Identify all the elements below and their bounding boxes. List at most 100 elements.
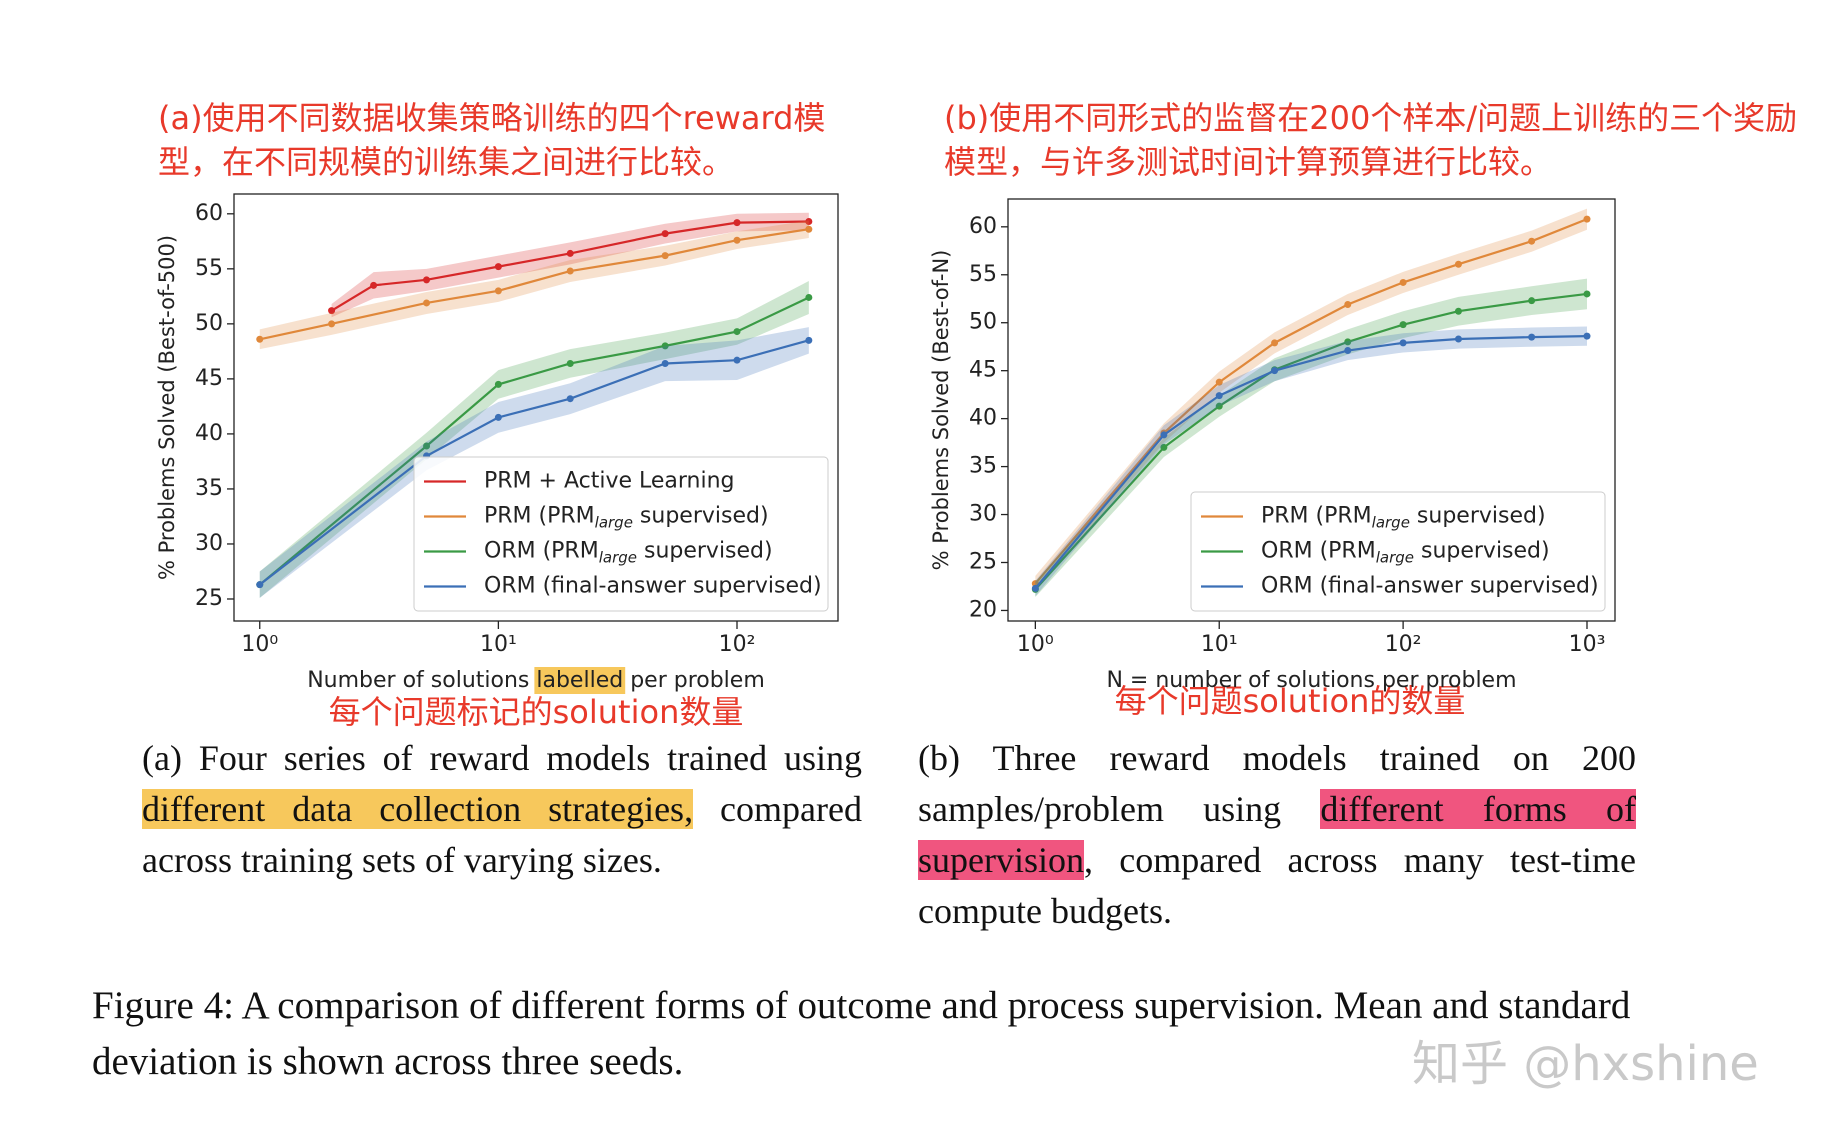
x-axis-label-part: per problem xyxy=(623,668,765,693)
data-point xyxy=(1528,333,1536,341)
x-tick-label: 10¹ xyxy=(480,632,517,657)
legend-label-part: large xyxy=(1376,548,1414,566)
y-axis-label: % Problems Solved (Best-of-500) xyxy=(155,235,179,580)
caption-text: (a) Four series of reward models trained… xyxy=(142,738,862,778)
legend xyxy=(1190,491,1606,612)
data-point xyxy=(1583,332,1591,340)
y-tick-label: 55 xyxy=(969,262,997,287)
legend-label: ORM (PRMlarge supervised) xyxy=(484,539,773,567)
annotation: (b)使用不同形式的监督在200个样本/问题上训练的三个奖励模型，与许多测试时间… xyxy=(944,99,1798,181)
data-point xyxy=(661,342,669,350)
y-tick-label: 55 xyxy=(195,256,223,281)
data-point xyxy=(423,442,431,450)
data-point xyxy=(661,252,669,260)
data-point xyxy=(1215,392,1223,400)
legend-label-part: PRM (PRM xyxy=(1261,504,1372,529)
error-band xyxy=(1035,208,1587,592)
data-point xyxy=(733,236,741,244)
y-tick-label: 50 xyxy=(195,311,223,336)
y-tick-label: 30 xyxy=(195,531,223,556)
legend-label-part: large xyxy=(595,513,633,531)
data-point xyxy=(805,293,813,301)
label-highlight xyxy=(534,667,626,694)
data-point xyxy=(1160,443,1168,451)
data-point xyxy=(256,335,264,343)
legend xyxy=(413,456,829,612)
plot-frame xyxy=(1007,198,1616,622)
data-point xyxy=(1215,402,1223,410)
data-point xyxy=(805,336,813,344)
plot-frame xyxy=(233,193,839,622)
data-point xyxy=(1344,338,1352,346)
data-point xyxy=(566,249,574,257)
data-point xyxy=(1215,378,1223,386)
data-point xyxy=(1583,215,1591,223)
y-tick-label: 60 xyxy=(195,201,223,226)
legend-label: ORM (final-answer supervised) xyxy=(1261,574,1599,599)
data-point xyxy=(1454,307,1462,315)
watermark: 知乎 @hxshine xyxy=(1412,1036,1759,1092)
data-point xyxy=(1160,431,1168,439)
data-point xyxy=(1344,301,1352,308)
data-point xyxy=(1399,339,1407,347)
x-tick-label: 10² xyxy=(719,632,756,657)
caption-text: (b) Three reward models trained on 200 s… xyxy=(918,738,1636,829)
x-axis-label-part: N = number of solutions per problem xyxy=(1106,668,1516,693)
y-tick-label: 35 xyxy=(969,454,997,479)
data-point xyxy=(1583,290,1591,298)
y-tick-label: 20 xyxy=(969,597,997,622)
error-band xyxy=(1035,278,1587,598)
data-point xyxy=(1031,584,1039,592)
annotation: 每个问题标记的solution数量 xyxy=(328,693,744,731)
data-point xyxy=(661,359,669,367)
caption-text: compared across training sets of varying… xyxy=(142,789,862,880)
y-tick-label: 45 xyxy=(195,366,223,391)
data-point xyxy=(494,413,502,421)
series-line xyxy=(331,220,809,312)
x-axis-label-part: Number of solutions xyxy=(307,668,536,693)
data-point xyxy=(494,263,502,271)
y-tick-label: 25 xyxy=(195,586,223,611)
series-line xyxy=(259,228,810,341)
legend-label-part: supervised) xyxy=(637,539,773,564)
error-band xyxy=(259,280,809,598)
y-tick-label: 40 xyxy=(969,406,997,431)
data-point xyxy=(1528,297,1536,305)
caption: (a) Four series of reward models trained… xyxy=(142,733,862,886)
error-band xyxy=(1035,326,1587,597)
legend-label-part: ORM (PRM xyxy=(484,539,599,564)
data-point xyxy=(1271,367,1279,375)
data-point xyxy=(256,581,264,589)
caption: (b) Three reward models trained on 200 s… xyxy=(918,733,1636,937)
annotation: (a)使用不同数据收集策略训练的四个reward模型，在不同规模的训练集之间进行… xyxy=(158,99,826,181)
error-band xyxy=(259,220,809,350)
y-tick-label: 30 xyxy=(969,502,997,527)
data-point xyxy=(1454,335,1462,343)
legend-label: PRM + Active Learning xyxy=(484,469,735,494)
x-axis-label-part: labelled xyxy=(536,668,623,693)
x-tick-label: 10⁰ xyxy=(1017,632,1054,657)
y-tick-label: 50 xyxy=(969,310,997,335)
x-axis-label: Number of solutions labelled per problem xyxy=(307,668,765,693)
data-point xyxy=(733,328,741,336)
x-tick-label: 10³ xyxy=(1569,632,1606,657)
data-point xyxy=(423,276,431,284)
legend-label: ORM (PRMlarge supervised) xyxy=(1261,539,1550,567)
y-tick-label: 60 xyxy=(969,214,997,239)
data-point xyxy=(1344,347,1352,355)
legend-label-part: supervised) xyxy=(1410,504,1546,529)
data-point xyxy=(494,380,502,388)
charts: 25 30 35 40 45 50 55 60 10⁰ 10¹ 10² Number of solut… xyxy=(155,193,1616,694)
data-point xyxy=(1399,278,1407,286)
x-tick-label: 10⁰ xyxy=(241,632,278,657)
x-axis-label: N = number of solutions per problem xyxy=(1106,668,1516,693)
data-point xyxy=(1528,237,1536,245)
data-point xyxy=(566,359,574,367)
data-point xyxy=(328,320,336,328)
legend-label: PRM (PRMlarge supervised) xyxy=(484,504,769,532)
data-point xyxy=(805,225,813,233)
data-point xyxy=(423,299,431,307)
data-point xyxy=(733,356,741,364)
legend-label-part: large xyxy=(1372,513,1410,531)
